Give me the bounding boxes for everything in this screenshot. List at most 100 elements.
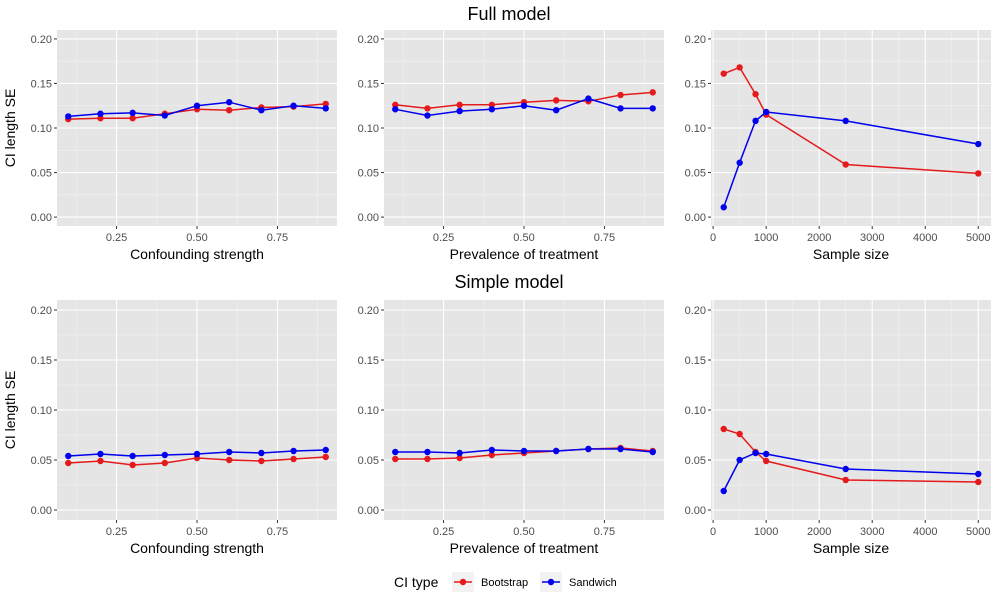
x-axis-title: Prevalence of treatment <box>450 246 599 262</box>
data-point-bootstrap <box>97 457 104 465</box>
x-tick-label: 0.75 <box>267 526 288 538</box>
y-axis-title: CI length SE <box>2 89 18 168</box>
data-point-bootstrap <box>736 430 743 438</box>
x-tick-label: 0.75 <box>594 526 615 538</box>
x-tick-label: 0 <box>710 232 716 244</box>
panel-2: 0.00 0.05 0.10 0.15 0.20 0 1000 2000 3000 4000 500… <box>685 30 991 262</box>
data-point-sandwich <box>290 102 297 109</box>
legend-key-bootstrap <box>452 572 474 592</box>
x-axis-title: Confounding strength <box>130 540 264 556</box>
data-point-sandwich <box>617 445 624 453</box>
data-point-sandwich <box>392 106 399 113</box>
x-tick-label: 1000 <box>754 526 778 538</box>
data-point-bootstrap <box>762 457 770 465</box>
data-point-sandwich <box>842 117 849 125</box>
data-point-bootstrap <box>322 453 329 461</box>
data-point-sandwich <box>752 449 759 457</box>
data-point-bootstrap <box>842 476 849 484</box>
legend-label-bootstrap: Bootstrap <box>481 577 528 589</box>
x-tick-label: 0.75 <box>267 232 288 244</box>
data-point-sandwich <box>552 447 560 455</box>
x-tick-label: 0.25 <box>433 526 454 538</box>
data-point-sandwich <box>736 159 743 166</box>
x-axis-title: Prevalence of treatment <box>450 540 599 556</box>
data-point-sandwich <box>392 448 399 456</box>
data-point-sandwich <box>456 449 463 457</box>
x-axis-title: Sample size <box>813 246 889 262</box>
data-point-sandwich <box>225 448 233 456</box>
y-tick-label: 0.20 <box>358 305 379 317</box>
data-point-sandwich <box>975 140 982 148</box>
y-tick-label: 0.00 <box>685 212 706 224</box>
y-tick-label: 0.20 <box>358 34 379 46</box>
y-tick-label: 0.15 <box>358 355 379 367</box>
data-point-bootstrap <box>456 454 463 462</box>
data-point-sandwich <box>720 487 727 495</box>
data-point-bootstrap <box>290 455 297 463</box>
data-point-bootstrap <box>161 459 169 467</box>
data-point-sandwich <box>225 98 233 106</box>
x-tick-label: 2000 <box>807 526 831 538</box>
x-tick-label: 1000 <box>754 232 778 244</box>
y-tick-label: 0.10 <box>358 405 379 417</box>
data-point-bootstrap <box>65 459 72 467</box>
panels: 0.000.050.100.150.200.25 0.50 0.75Confound… <box>2 30 991 556</box>
y-tick-label: 0.20 <box>31 34 52 46</box>
data-point-sandwich <box>736 456 743 464</box>
y-tick-label: 0.15 <box>685 78 706 90</box>
data-point-sandwich <box>129 452 136 460</box>
data-point-sandwich <box>720 204 727 211</box>
data-point-bootstrap <box>97 115 104 122</box>
y-tick-label: 0.20 <box>31 305 52 317</box>
data-point-bootstrap <box>720 70 727 77</box>
data-point-sandwich <box>424 112 431 119</box>
data-point-sandwich <box>193 102 201 109</box>
data-point-bootstrap <box>225 106 233 114</box>
x-tick-label: 0.50 <box>513 232 534 244</box>
data-point-bootstrap <box>129 115 136 122</box>
x-tick-label: 0.50 <box>513 526 534 538</box>
data-point-sandwich <box>520 447 528 455</box>
y-tick-label: 0.00 <box>31 505 52 517</box>
data-point-sandwich <box>842 465 849 473</box>
x-tick-label: 5000 <box>966 232 990 244</box>
legend-label-sandwich: Sandwich <box>569 577 617 589</box>
panel-1: 0.00 0.05 0.10 0.15 0.20 0.25 0.50 0.75 Prevalen… <box>358 30 664 262</box>
y-tick-label: 0.10 <box>685 405 706 417</box>
x-tick-label: 3000 <box>860 232 884 244</box>
panel-3: 0.00 0.05 0.10 0.15 0.20 0.25 0.50 0.75Confound… <box>2 300 337 556</box>
y-tick-label: 0.10 <box>358 123 379 135</box>
legend: CI type Bootstrap Sandwich <box>394 572 617 592</box>
data-point-sandwich <box>322 105 329 112</box>
data-point-bootstrap <box>322 100 329 108</box>
y-tick-label: 0.05 <box>31 455 52 467</box>
y-tick-label: 0.00 <box>358 212 379 224</box>
x-tick-label: 0.25 <box>106 232 127 244</box>
data-point-sandwich <box>488 446 496 454</box>
data-point-bootstrap <box>752 90 759 98</box>
series-line-sandwich <box>722 111 979 208</box>
panel-4: 0.00 0.05 0.10 0.15 0.20 0.25 0.50 0.75 Prevalen… <box>358 300 664 556</box>
x-tick-label: 0.50 <box>186 526 207 538</box>
data-point-bootstrap <box>842 161 849 168</box>
data-point-bootstrap <box>975 170 982 177</box>
data-point-bootstrap <box>975 478 982 486</box>
y-tick-label: 0.05 <box>358 168 379 180</box>
y-tick-label: 0.10 <box>31 405 52 417</box>
data-point-sandwich <box>290 447 297 455</box>
y-tick-label: 0.05 <box>31 168 52 180</box>
y-tick-label: 0.10 <box>685 123 706 135</box>
data-point-sandwich <box>424 448 431 456</box>
y-tick-label: 0.00 <box>685 505 706 517</box>
y-tick-label: 0.20 <box>685 305 706 317</box>
data-point-sandwich <box>488 106 496 113</box>
data-point-sandwich <box>649 448 656 456</box>
y-tick-label: 0.20 <box>685 34 706 46</box>
data-point-bootstrap <box>649 89 656 96</box>
data-point-sandwich <box>193 450 201 458</box>
y-tick-label: 0.15 <box>31 78 52 90</box>
data-point-bootstrap <box>424 455 431 463</box>
x-tick-label: 3000 <box>860 526 884 538</box>
x-tick-label: 2000 <box>807 232 831 244</box>
